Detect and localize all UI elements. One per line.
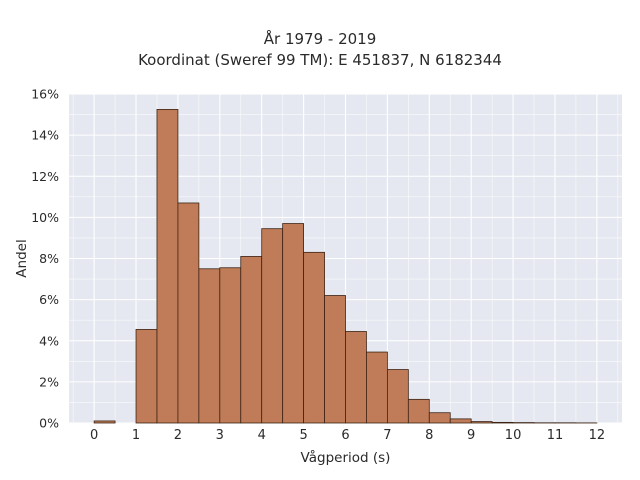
histogram-bar (470, 421, 493, 424)
histogram-bar (282, 223, 305, 424)
histogram-bar (324, 295, 346, 424)
y-tick-label: 2% (39, 374, 59, 389)
histogram-bar (93, 420, 116, 424)
y-tick-label: 12% (31, 169, 59, 184)
y-axis-title: Andel (14, 239, 30, 277)
y-tick-label: 0% (39, 416, 59, 431)
x-tick-label: 10 (505, 428, 522, 443)
x-tick-label: 2 (174, 428, 182, 443)
histogram-bar (177, 202, 200, 424)
y-tick-label: 10% (31, 210, 59, 225)
histogram-bar (156, 109, 179, 424)
x-tick-label: 4 (258, 428, 266, 443)
histogram-bar (303, 251, 325, 424)
y-tick-label: 6% (39, 292, 59, 307)
x-tick-label: 0 (90, 428, 98, 443)
histogram-bar (366, 351, 388, 424)
x-tick-label: 6 (341, 428, 349, 443)
x-tick-label: 7 (383, 428, 391, 443)
histogram-bar (491, 421, 514, 424)
y-tick-label: 16% (31, 87, 59, 102)
x-tick-label: 12 (589, 428, 606, 443)
histogram-bar (449, 418, 472, 424)
histogram-bar (261, 228, 284, 424)
y-tick-label: 14% (31, 128, 59, 143)
x-tick-label: 8 (425, 428, 433, 443)
x-tick-label: 11 (547, 428, 564, 443)
chart-title-line-2: Koordinat (Sweref 99 TM): E 451837, N 61… (138, 51, 502, 69)
histogram-bar (240, 256, 263, 424)
histogram-bar (345, 331, 367, 424)
x-tick-label: 3 (216, 428, 224, 443)
histogram-bar (198, 268, 221, 424)
histogram-bar (219, 267, 242, 424)
x-tick-label: 9 (467, 428, 475, 443)
histogram-bar (407, 398, 430, 424)
x-axis-title: Vågperiod (s) (301, 449, 391, 466)
histogram-bar (135, 329, 158, 424)
x-tick-label: 5 (299, 428, 307, 443)
y-tick-label: 8% (39, 251, 59, 266)
histogram-bar (386, 369, 409, 424)
x-tick-label: 1 (132, 428, 140, 443)
chart-title-line-1: År 1979 - 2019 (263, 30, 377, 48)
y-tick-label: 4% (39, 333, 59, 348)
histogram-bar (428, 412, 451, 424)
